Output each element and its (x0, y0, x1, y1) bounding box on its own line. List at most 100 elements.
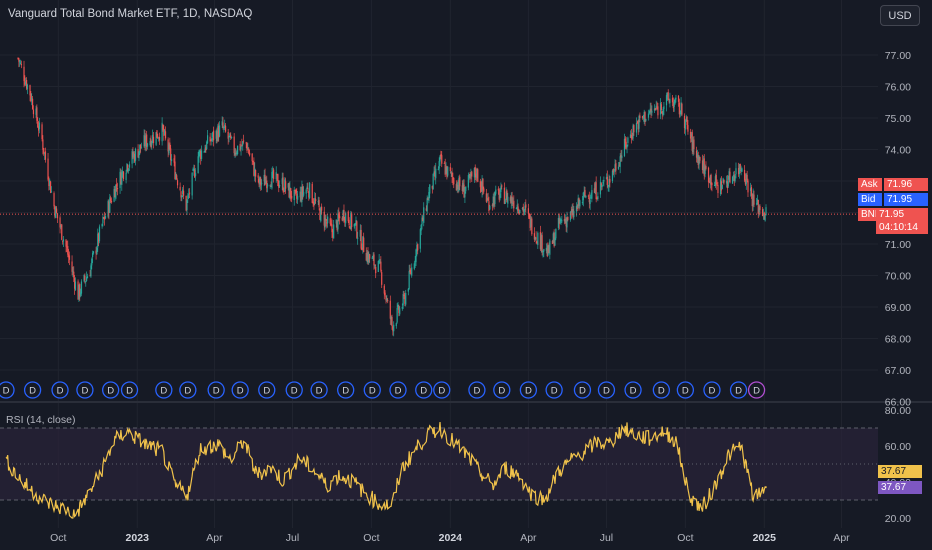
candle-body (108, 201, 110, 214)
candle-body (605, 177, 608, 180)
dividend-marker-label: D (291, 386, 298, 397)
candle-body (549, 240, 551, 255)
candle-body (669, 98, 671, 104)
dividend-marker (258, 381, 276, 399)
candle-body (261, 182, 263, 185)
candle-body (269, 185, 271, 187)
candle-body (697, 155, 699, 166)
candle-body (271, 171, 273, 189)
candle-body (264, 174, 266, 186)
candle-body (246, 143, 248, 151)
candle-body (725, 180, 728, 184)
candle-body (398, 306, 400, 313)
candle-body (152, 134, 154, 143)
candle-body (593, 188, 596, 193)
candle-body (284, 179, 286, 192)
candle-body (708, 181, 710, 183)
last-price-tag: 71.95 (876, 208, 928, 221)
candle-body (369, 254, 371, 259)
candle-body (122, 170, 124, 174)
candle-body (542, 251, 544, 253)
candle-body (174, 161, 176, 180)
dividend-marker-label: D (709, 386, 716, 397)
candle-body (415, 249, 417, 263)
candle-body (686, 116, 688, 125)
candle-body (181, 195, 183, 198)
candle-body (527, 208, 529, 214)
candle-body (486, 198, 488, 200)
currency-button[interactable]: USD (880, 5, 920, 26)
candle-body (716, 182, 718, 184)
candle-body (762, 213, 765, 216)
candle-body (138, 151, 140, 159)
candle-body (501, 185, 503, 187)
candle-body (309, 182, 311, 199)
dividend-marker (624, 381, 642, 399)
candle-body (249, 152, 251, 156)
candle-body (431, 185, 433, 189)
candle-body (719, 179, 722, 195)
dividend-marker (76, 381, 94, 399)
candle-body (617, 166, 620, 169)
candle-body (102, 216, 104, 224)
candle-body (563, 219, 566, 222)
candle-body (42, 139, 44, 150)
candle-body (543, 249, 545, 252)
candle-body (25, 81, 27, 85)
candle-body (455, 184, 457, 191)
candle-body (235, 152, 237, 154)
candle-body (631, 137, 633, 139)
dividend-marker-label: D (160, 386, 167, 397)
price-tick-label: 67.00 (885, 365, 911, 377)
dividend-marker (747, 381, 766, 399)
candle-body (403, 294, 405, 296)
candle-body (488, 201, 490, 212)
rsi-indicator-label[interactable]: RSI (14, close) (6, 414, 76, 426)
candle-body (49, 179, 51, 185)
candle-body (217, 125, 219, 141)
ask-value-tag: 71.96 (884, 178, 928, 191)
candle-body (128, 164, 131, 168)
candle-body (536, 241, 538, 244)
candle-body (453, 178, 455, 185)
candle-body (96, 247, 98, 255)
candle-body (727, 181, 729, 187)
candle-body (759, 206, 761, 210)
candle-body (630, 134, 632, 139)
candle-body (713, 185, 716, 187)
candle-body (413, 263, 415, 269)
candle-body (599, 181, 602, 195)
candle-body (343, 210, 345, 221)
candle-body (558, 218, 560, 224)
candle-body (263, 174, 265, 182)
candle-body (435, 168, 437, 179)
price-tick-label: 75.00 (885, 113, 911, 125)
price-tick-label: 77.00 (885, 50, 911, 62)
candle-body (78, 284, 80, 300)
candle-body (302, 186, 304, 195)
candle-body (332, 231, 334, 238)
candle-body (314, 198, 316, 204)
dividend-marker (468, 381, 486, 399)
candle-body (503, 187, 505, 204)
candle-body (47, 158, 49, 180)
candle-body (720, 181, 722, 191)
candle-body (115, 184, 117, 199)
candle-body (691, 132, 693, 151)
candle-body (611, 170, 614, 182)
dividend-marker (703, 381, 721, 399)
candle-body (609, 178, 611, 183)
dividend-marker (652, 381, 670, 399)
candle-body (429, 184, 431, 194)
candle-body (663, 106, 665, 110)
candle-body (253, 161, 255, 176)
candle-body (576, 206, 578, 209)
dividend-marker (51, 381, 69, 399)
candle-body (59, 217, 61, 228)
candle-body (585, 195, 587, 198)
candle-body (765, 207, 767, 216)
candle-body (97, 233, 99, 248)
